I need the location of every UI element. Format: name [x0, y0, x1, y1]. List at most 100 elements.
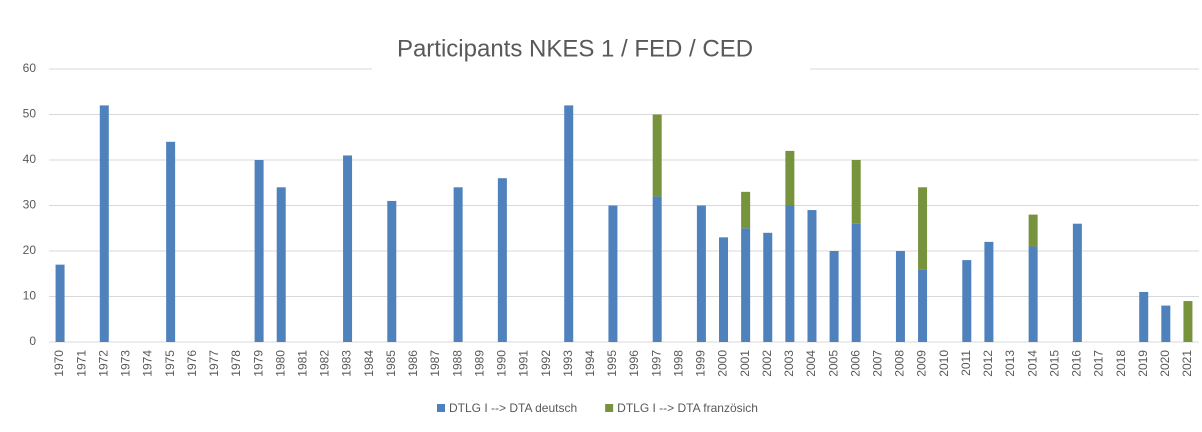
x-tick-label: 2018 — [1114, 350, 1128, 377]
x-tick-label: 1979 — [251, 350, 265, 377]
x-tick-label: 1971 — [74, 350, 88, 377]
bar-segment — [984, 241, 994, 342]
bar-segment — [785, 205, 795, 342]
legend-label: DTLG I --> DTA französich — [617, 401, 758, 415]
x-tick-label: 1983 — [340, 350, 354, 377]
x-tick-label: 2012 — [981, 350, 995, 377]
bar-segment — [166, 141, 176, 342]
x-tick-label: 1977 — [207, 350, 221, 377]
bar-segment — [564, 105, 574, 343]
x-tick-label: 2006 — [848, 350, 862, 377]
bar-segment — [895, 251, 905, 342]
bar-segment — [1028, 246, 1038, 342]
bar-segment — [387, 200, 397, 342]
x-tick-label: 2001 — [738, 350, 752, 377]
x-tick-label: 1999 — [694, 350, 708, 377]
bar-segment — [1183, 301, 1193, 342]
x-tick-label: 2015 — [1047, 350, 1061, 377]
bar-segment — [276, 187, 286, 342]
bar-segment — [918, 187, 928, 270]
bar-segment — [807, 210, 817, 342]
x-tick-label: 2010 — [937, 350, 951, 377]
bar-segment — [343, 155, 353, 342]
x-tick-label: 1995 — [605, 350, 619, 377]
x-tick-label: 2000 — [716, 350, 730, 377]
x-tick-label: 2005 — [826, 350, 840, 377]
x-tick-label: 2020 — [1158, 350, 1172, 377]
x-tick-label: 2021 — [1180, 350, 1194, 377]
x-tick-label: 1970 — [52, 350, 66, 377]
bar-segment — [1161, 305, 1171, 342]
bar-segment — [608, 205, 618, 342]
x-tick-label: 1994 — [583, 350, 597, 377]
bar-segment — [99, 105, 109, 343]
legend-swatch — [605, 404, 614, 412]
x-tick-label: 1978 — [229, 350, 243, 377]
x-tick-label: 1974 — [141, 350, 155, 377]
y-tick-label: 10 — [23, 289, 37, 303]
x-tick-label: 1989 — [472, 350, 486, 377]
x-tick-label: 1976 — [185, 350, 199, 377]
x-tick-label: 1996 — [627, 350, 641, 377]
bar-segment — [497, 178, 507, 342]
x-tick-label: 1981 — [295, 350, 309, 377]
y-tick-label: 20 — [23, 243, 37, 257]
x-tick-label: 2014 — [1025, 350, 1039, 377]
y-tick-label: 0 — [29, 334, 36, 348]
bar-segment — [785, 150, 795, 206]
bar-segment — [719, 237, 729, 342]
x-tick-label: 1982 — [318, 350, 332, 377]
bar-segment — [763, 232, 773, 342]
chart-title: Participants NKES 1 / FED / CED — [397, 35, 753, 62]
x-tick-label: 2004 — [804, 350, 818, 377]
x-tick-label: 1986 — [406, 350, 420, 377]
x-tick-label: 1998 — [671, 350, 685, 377]
bar-segment — [55, 264, 65, 342]
x-tick-label: 1973 — [119, 350, 133, 377]
x-tick-label: 2011 — [959, 350, 973, 376]
bar-segment — [829, 251, 839, 342]
x-tick-label: 2013 — [1003, 350, 1017, 377]
legend-swatch — [437, 404, 445, 412]
bar-segment — [254, 160, 264, 342]
x-tick-label: 2016 — [1070, 350, 1084, 377]
bar-segment — [851, 160, 861, 224]
legend-label: DTLG I --> DTA deutsch — [449, 401, 577, 415]
x-tick-label: 2009 — [915, 350, 929, 377]
y-tick-label: 60 — [23, 61, 37, 75]
x-tick-label: 1988 — [450, 350, 464, 377]
bar-segment — [918, 269, 928, 342]
bar-segment — [696, 205, 706, 342]
bar-segment — [741, 191, 751, 229]
x-tick-label: 1984 — [362, 350, 376, 377]
bar-segment — [1028, 214, 1038, 247]
bar-segment — [741, 228, 751, 342]
x-tick-label: 1980 — [273, 350, 287, 377]
x-tick-label: 2002 — [760, 350, 774, 377]
x-tick-label: 2019 — [1136, 350, 1150, 377]
y-tick-label: 50 — [23, 107, 37, 121]
bar-segment — [652, 196, 662, 342]
bar-segment — [1139, 291, 1149, 342]
x-tick-label: 2003 — [782, 350, 796, 377]
x-tick-label: 2007 — [870, 350, 884, 377]
x-tick-label: 1992 — [539, 350, 553, 377]
y-tick-label: 40 — [23, 152, 37, 166]
bar-segment — [652, 114, 662, 197]
bar-segment — [453, 187, 463, 342]
bar-segment — [962, 260, 972, 342]
bar-segment — [1072, 223, 1082, 342]
x-tick-label: 1991 — [517, 350, 531, 377]
x-tick-label: 1975 — [163, 350, 177, 377]
x-tick-label: 2008 — [893, 350, 907, 377]
x-tick-label: 1997 — [649, 350, 663, 377]
x-tick-label: 1985 — [384, 350, 398, 377]
y-tick-label: 30 — [23, 198, 37, 212]
x-tick-label: 2017 — [1092, 350, 1106, 377]
x-tick-label: 1987 — [428, 350, 442, 377]
title-background — [372, 30, 810, 74]
x-tick-label: 1972 — [96, 350, 110, 377]
x-tick-label: 1990 — [495, 350, 509, 377]
x-tick-label: 1993 — [561, 350, 575, 377]
